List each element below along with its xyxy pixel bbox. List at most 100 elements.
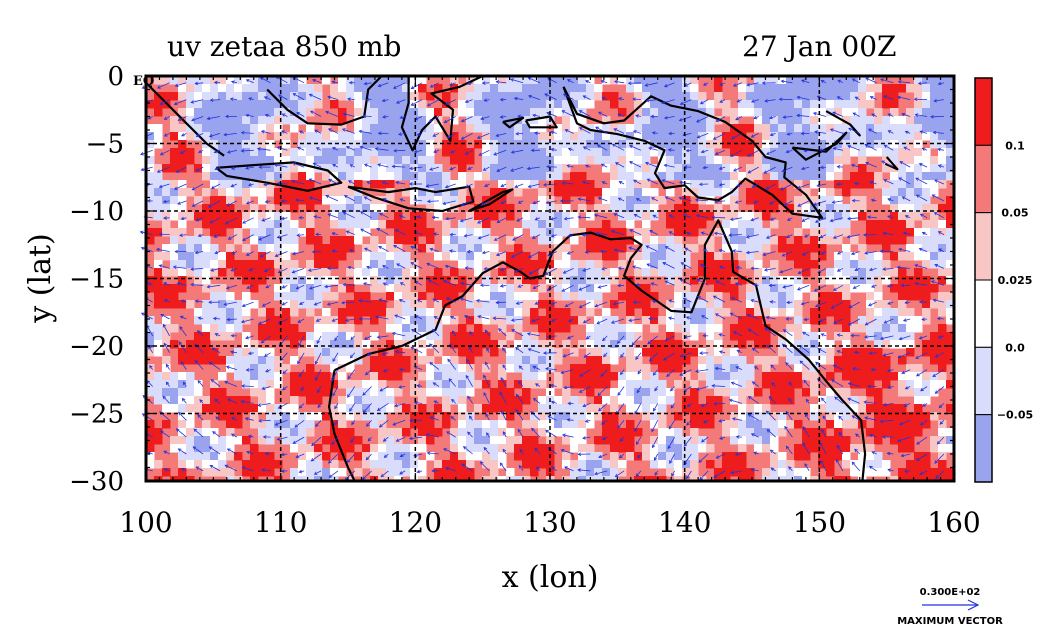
- wind-vector: [163, 133, 170, 137]
- field-cell: [706, 132, 715, 141]
- field-cell: [650, 324, 659, 333]
- field-cell: [818, 252, 827, 261]
- field-cell: [794, 364, 803, 373]
- field-cell: [706, 212, 715, 221]
- wind-vector: [898, 247, 911, 252]
- field-cell: [914, 156, 923, 165]
- wind-vector: [365, 97, 372, 102]
- field-cell: [786, 92, 795, 101]
- wind-vector: [459, 217, 473, 223]
- field-cell: [402, 164, 411, 173]
- wind-vector: [667, 148, 675, 152]
- field-cell: [418, 188, 427, 197]
- field-cell: [154, 292, 163, 301]
- field-cell: [530, 172, 539, 181]
- field-cell: [818, 84, 827, 93]
- wind-vector: [460, 116, 473, 123]
- field-cell: [538, 156, 547, 165]
- wind-vector: [366, 420, 372, 427]
- field-cell: [298, 100, 307, 109]
- field-cell: [370, 92, 379, 101]
- field-cell: [314, 396, 323, 405]
- wind-vector: [654, 386, 659, 392]
- field-cell: [690, 116, 699, 125]
- field-cell: [282, 116, 291, 125]
- field-cell: [434, 204, 443, 213]
- field-cell: [410, 444, 419, 453]
- field-cell: [498, 108, 507, 117]
- field-cell: [690, 444, 699, 453]
- field-cell: [322, 196, 331, 205]
- wind-vector: [227, 398, 238, 404]
- field-cell: [226, 468, 235, 477]
- field-cell: [330, 260, 339, 269]
- wind-vector: [629, 229, 642, 235]
- field-cell: [434, 212, 443, 221]
- wind-vector: [358, 317, 372, 321]
- field-cell: [282, 236, 291, 245]
- field-cell: [746, 164, 755, 173]
- field-cell: [874, 356, 883, 365]
- field-cell: [146, 140, 155, 149]
- field-cell: [258, 324, 267, 333]
- field-cell: [378, 204, 387, 213]
- field-cell: [322, 340, 331, 349]
- wind-vector: [517, 284, 524, 288]
- wind-vector: [223, 132, 237, 137]
- field-cell: [762, 284, 771, 293]
- field-cell: [642, 116, 651, 125]
- field-cell: [498, 364, 507, 373]
- wind-vector: [800, 301, 810, 306]
- field-cell: [474, 236, 483, 245]
- field-cell: [354, 468, 363, 477]
- field-cell: [906, 252, 915, 261]
- field-cell: [938, 444, 947, 453]
- wind-vector: [374, 147, 389, 151]
- field-cell: [762, 356, 771, 365]
- wind-vector: [382, 115, 389, 119]
- field-cell: [218, 468, 227, 477]
- field-cell: [698, 308, 707, 317]
- field-cell: [922, 116, 931, 125]
- field-cell: [850, 100, 859, 109]
- wind-vector: [633, 213, 642, 219]
- field-cell: [586, 348, 595, 357]
- field-cell: [482, 252, 491, 261]
- field-cell: [194, 228, 203, 237]
- wind-vector: [596, 144, 608, 151]
- wind-vector: [864, 251, 877, 255]
- field-cell: [266, 460, 275, 469]
- field-cell: [578, 188, 587, 197]
- field-cell: [394, 236, 403, 245]
- wind-vector: [376, 227, 389, 235]
- field-cell: [402, 276, 411, 285]
- field-cell: [258, 460, 267, 469]
- field-cell: [186, 356, 195, 365]
- field-cell: [674, 260, 683, 269]
- field-cell: [442, 180, 451, 189]
- field-cell: [370, 156, 379, 165]
- field-cell: [634, 180, 643, 189]
- field-cell: [714, 396, 723, 405]
- field-cell: [394, 324, 403, 333]
- wind-vector: [635, 352, 642, 360]
- field-cell: [338, 252, 347, 261]
- field-cell: [538, 452, 547, 461]
- field-cell: [530, 348, 539, 357]
- wind-vector: [663, 163, 675, 168]
- wind-vector: [784, 425, 793, 438]
- field-cell: [266, 316, 275, 325]
- field-cell: [770, 292, 779, 301]
- field-cell: [354, 396, 363, 405]
- field-cell: [330, 236, 339, 245]
- field-cell: [266, 84, 275, 93]
- field-cell: [850, 212, 859, 221]
- wind-vector: [448, 378, 457, 387]
- wind-vector: [832, 284, 844, 291]
- field-cell: [794, 76, 803, 85]
- field-cell: [578, 428, 587, 437]
- field-cell: [186, 396, 195, 405]
- field-cell: [674, 236, 683, 245]
- wind-vector: [747, 396, 759, 404]
- wind-vector: [579, 369, 591, 377]
